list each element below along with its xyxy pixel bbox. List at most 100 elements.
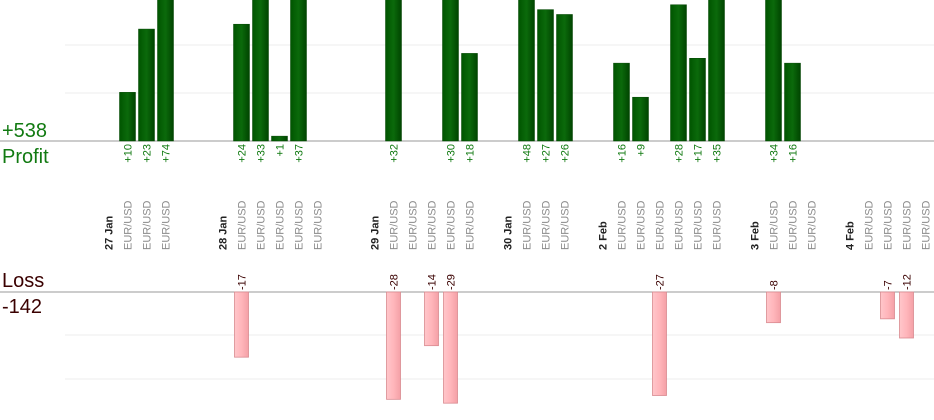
loss-total: -142	[2, 296, 42, 318]
profit-total: +538	[2, 120, 47, 142]
symbol-tick-label: EUR/USD	[712, 200, 724, 250]
symbol-tick-label: EUR/USD	[636, 200, 648, 250]
profit-bar	[784, 62, 801, 142]
profit-bar	[461, 53, 478, 142]
symbol-tick-label: EUR/USD	[256, 200, 268, 250]
profit-bar	[138, 28, 155, 142]
profit-value-label: +74	[161, 144, 173, 163]
symbol-tick-label: EUR/USD	[655, 200, 667, 250]
loss-bars	[234, 291, 914, 404]
profit-bar	[537, 9, 554, 142]
date-tick-label: 28 Jan	[218, 215, 230, 250]
profit-value-label: +28	[674, 144, 686, 163]
symbol-tick-label: EUR/USD	[769, 200, 781, 250]
profit-value-labels: +10 +23 +74 +24 +33 +1 +37 +32 +30 +18 +48 +27 +26 +1…	[123, 144, 800, 163]
date-tick-label: 27 Jan	[104, 215, 116, 250]
profit-value-label: +34	[769, 144, 781, 163]
profit-value-label: +23	[142, 144, 154, 163]
profit-bar	[271, 135, 288, 142]
date-tick-label: 2 Feb	[598, 221, 610, 250]
profit-bar	[670, 4, 687, 142]
symbol-tick-label: EUR/USD	[883, 200, 895, 250]
loss-value-label: -7	[883, 280, 895, 290]
profit-value-label: +10	[123, 144, 135, 163]
symbol-tick-label: EUR/USD	[123, 200, 135, 250]
profit-value-label: +33	[256, 144, 268, 163]
profit-value-label: +18	[465, 144, 477, 163]
profit-bar	[632, 96, 649, 142]
symbol-tick-label: EUR/USD	[522, 200, 534, 250]
profit-value-label: +16	[617, 144, 629, 163]
symbol-tick-label: EUR/USD	[807, 200, 819, 250]
symbol-tick-label: EUR/USD	[788, 200, 800, 250]
profit-value-label: +27	[541, 144, 553, 163]
symbol-tick-label: EUR/USD	[674, 200, 686, 250]
profit-bar	[613, 62, 630, 142]
loss-value-label: -17	[237, 274, 249, 290]
symbol-tick-label: EUR/USD	[427, 200, 439, 250]
profit-bar	[233, 23, 250, 142]
symbol-tick-label: EUR/USD	[921, 200, 933, 250]
loss-label: Loss	[2, 270, 44, 292]
symbol-tick-label: EUR/USD	[237, 200, 249, 250]
symbol-tick-label: EUR/USD	[275, 200, 287, 250]
profit-bar	[119, 92, 136, 142]
symbol-tick-label: EUR/USD	[617, 200, 629, 250]
symbol-tick-label: EUR/USD	[161, 200, 173, 250]
profit-value-label: +32	[389, 144, 401, 163]
date-tick-label: 4 Feb	[845, 221, 857, 250]
symbol-tick-label: EUR/USD	[389, 200, 401, 250]
category-tick-labels: 27 Jan EUR/USD EUR/USD EUR/USD 28 Jan EUR/USD…	[104, 200, 933, 250]
loss-value-label: -8	[769, 280, 781, 290]
profit-value-label: +35	[712, 144, 724, 163]
loss-value-label: -28	[389, 274, 401, 290]
profit-value-label: +30	[446, 144, 458, 163]
loss-bar	[234, 291, 249, 358]
profit-bar	[157, 0, 174, 142]
profit-bar	[765, 0, 782, 142]
loss-bar	[880, 291, 895, 320]
symbol-tick-label: EUR/USD	[294, 200, 306, 250]
symbol-tick-label: EUR/USD	[465, 200, 477, 250]
loss-value-label: -27	[655, 274, 667, 290]
symbol-tick-label: EUR/USD	[864, 200, 876, 250]
loss-value-label: -29	[446, 274, 458, 290]
profit-bar	[442, 0, 459, 142]
profit-value-label: +26	[560, 144, 572, 163]
profit-bar	[385, 0, 402, 142]
gridlines	[65, 44, 934, 380]
profit-value-label: +9	[636, 144, 648, 157]
symbol-tick-label: EUR/USD	[902, 200, 914, 250]
profit-value-label: +16	[788, 144, 800, 163]
loss-bar	[424, 291, 439, 347]
profit-bar	[689, 58, 706, 142]
symbol-tick-label: EUR/USD	[541, 200, 553, 250]
loss-bar	[443, 291, 458, 404]
profit-bar	[290, 0, 307, 142]
symbol-tick-label: EUR/USD	[693, 200, 705, 250]
profit-bar	[518, 0, 535, 142]
date-tick-label: 30 Jan	[503, 215, 515, 250]
loss-bar	[766, 291, 781, 324]
symbol-tick-label: EUR/USD	[142, 200, 154, 250]
profit-value-label: +37	[294, 144, 306, 163]
profit-value-label: +17	[693, 144, 705, 163]
profit-value-label: +1	[275, 144, 287, 157]
profit-bar	[556, 14, 573, 142]
profit-value-label: +48	[522, 144, 534, 163]
loss-value-labels: -17 -28 -14 -29 -27 -8 -7 -12	[237, 274, 914, 290]
profit-label: Profit	[2, 146, 49, 168]
date-tick-label: 29 Jan	[370, 215, 382, 250]
loss-value-label: -14	[427, 274, 439, 290]
symbol-tick-label: EUR/USD	[446, 200, 458, 250]
symbol-tick-label: EUR/USD	[408, 200, 420, 250]
loss-bar	[899, 291, 914, 339]
symbol-tick-label: EUR/USD	[560, 200, 572, 250]
profit-bars	[119, 0, 801, 142]
loss-bar	[652, 291, 667, 396]
loss-bar	[386, 291, 401, 400]
profit-bar	[252, 0, 269, 142]
date-tick-label: 3 Feb	[750, 221, 762, 250]
loss-value-label: -12	[902, 274, 914, 290]
